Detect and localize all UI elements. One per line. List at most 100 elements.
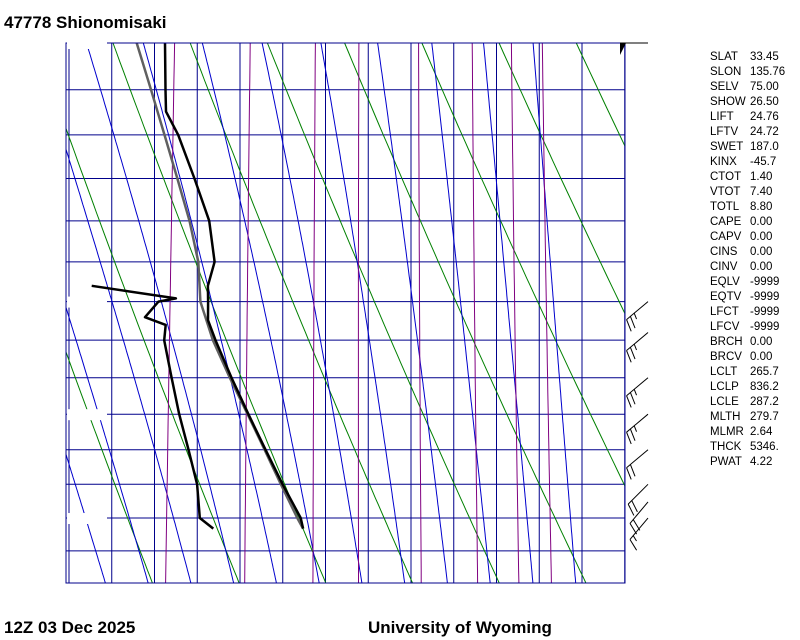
wind-barb <box>629 517 649 551</box>
index-row: EQTV -9999 <box>710 290 798 305</box>
index-row: CAPE 0.00 <box>710 215 798 230</box>
moist-adiabat <box>261 43 363 583</box>
index-key: SLAT <box>710 51 738 63</box>
index-value: 1.40 <box>750 171 773 183</box>
wind-barb-feather <box>626 350 632 363</box>
wind-barb <box>626 332 649 363</box>
moist-adiabat <box>320 43 406 583</box>
index-value: 187.0 <box>750 141 779 153</box>
index-row: THCK 5346. <box>710 440 798 455</box>
index-row: KINX -45.7 <box>710 155 798 170</box>
wind-barb-staff <box>626 413 649 433</box>
index-value: 8.80 <box>750 201 773 213</box>
index-row: CAPV 0.00 <box>710 230 798 245</box>
index-value: 26.50 <box>750 96 779 108</box>
wind-barb-feather <box>631 500 638 513</box>
wind-barb-half-feather <box>633 425 638 432</box>
height-label-bg <box>67 409 107 421</box>
index-value: 0.00 <box>750 216 773 228</box>
index-value: 836.2 <box>750 381 779 393</box>
wind-barb <box>626 413 649 445</box>
index-row: BRCH 0.00 <box>710 335 798 350</box>
index-key: BRCV <box>710 351 742 363</box>
index-value: -9999 <box>750 306 780 318</box>
index-key: VTOT <box>710 186 741 198</box>
index-value: 287.2 <box>750 396 779 408</box>
moist-adiabat <box>86 43 235 583</box>
wind-barb-staff <box>627 483 649 505</box>
wind-barb-staff <box>626 377 649 397</box>
wind-barb-staff <box>626 301 649 320</box>
index-value: 24.72 <box>750 126 779 138</box>
index-value: 0.00 <box>750 336 773 348</box>
index-row: CINV 0.00 <box>710 260 798 275</box>
index-value: -9999 <box>750 321 780 333</box>
height-labels <box>67 38 107 525</box>
index-key: LCLT <box>710 366 738 378</box>
index-key: CTOT <box>710 171 742 183</box>
wind-barb-half-feather <box>633 389 638 396</box>
index-value: 4.22 <box>750 456 773 468</box>
index-value: 24.76 <box>750 111 779 123</box>
dry-adiabat <box>66 350 153 583</box>
dry-adiabat <box>498 43 625 315</box>
mixing-ratio-line <box>418 43 422 583</box>
index-key: SWET <box>710 141 744 153</box>
index-row: SLAT 33.45 <box>710 50 798 65</box>
index-value: 5346. <box>750 441 779 453</box>
index-row: LCLP 836.2 <box>710 380 798 395</box>
wind-barb-feather <box>629 347 636 360</box>
index-row: CINS 0.00 <box>710 245 798 260</box>
index-key: SLON <box>710 66 742 78</box>
index-key: KINX <box>710 156 737 168</box>
index-value: -45.7 <box>750 156 777 168</box>
index-value: 279.7 <box>750 411 779 423</box>
index-row: LCLE 287.2 <box>710 395 798 410</box>
index-key: EQLV <box>710 276 740 288</box>
index-key: LFCV <box>710 321 740 333</box>
plot-frame <box>65 42 626 584</box>
index-value: 33.45 <box>750 51 779 63</box>
index-row: LFCT -9999 <box>710 305 798 320</box>
index-key: THCK <box>710 441 742 453</box>
index-key: LCLE <box>710 396 739 408</box>
wind-barb <box>626 377 649 408</box>
index-key: TOTL <box>710 201 740 213</box>
moist-adiabat <box>66 305 149 583</box>
wind-barb-feather <box>626 319 632 332</box>
index-row: SLON 135.76 <box>710 65 798 80</box>
index-key: LCLP <box>710 381 739 393</box>
index-key: MLMR <box>710 426 744 438</box>
moist-adiabat <box>483 43 534 583</box>
wind-barb-feather <box>629 316 636 329</box>
wind-barb-feather <box>626 395 632 408</box>
index-key: CINV <box>710 261 738 273</box>
moist-adiabat <box>0 43 63 583</box>
wind-barb-feather <box>629 539 638 551</box>
index-row: CTOT 1.40 <box>710 170 798 185</box>
dry-adiabat <box>66 582 67 583</box>
wind-barb-flag <box>620 43 626 55</box>
mixing-ratio-line <box>357 43 360 583</box>
index-row: EQLV -9999 <box>710 275 798 290</box>
observation-time: 12Z 03 Dec 2025 <box>4 618 135 637</box>
index-key: LFCT <box>710 306 739 318</box>
height-label-bg <box>67 513 107 525</box>
index-row: SWET 187.0 <box>710 140 798 155</box>
wind-barbs <box>620 42 649 551</box>
index-key: CAPE <box>710 216 742 228</box>
mixing-ratio-line <box>510 43 520 583</box>
parcel-path <box>135 43 305 530</box>
dry-adiabat <box>421 43 625 488</box>
index-row: LFTV 24.72 <box>710 125 798 140</box>
wind-barb-feather <box>629 392 636 405</box>
mixing-ratio-line <box>244 43 251 583</box>
index-value: 0.00 <box>750 351 773 363</box>
index-value: -9999 <box>750 291 780 303</box>
index-key: BRCH <box>710 336 743 348</box>
wind-barb-half-feather <box>633 343 638 351</box>
wind-barb-feather <box>629 428 636 441</box>
moist-adiabat <box>142 43 277 583</box>
index-row: LIFT 24.76 <box>710 110 798 125</box>
